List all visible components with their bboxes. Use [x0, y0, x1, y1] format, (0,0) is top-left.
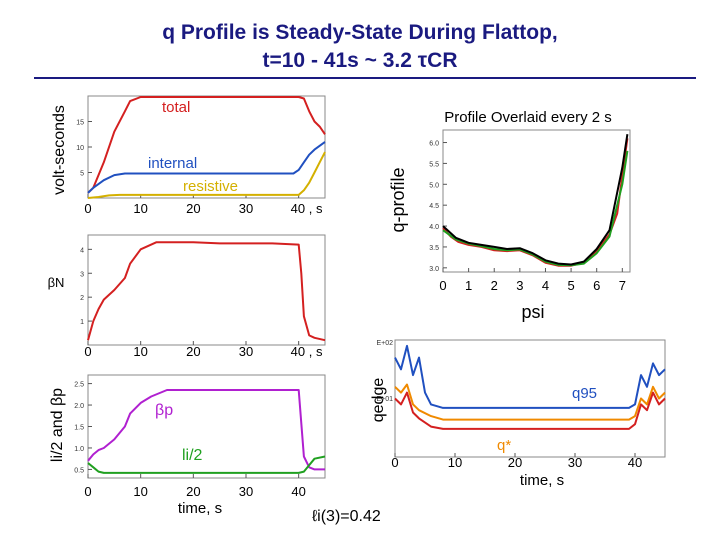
title-divider: [34, 77, 696, 79]
li_beta_p-xtick-label: 40: [291, 484, 305, 499]
beta_n-xtick-label: 40 , s: [291, 344, 323, 359]
chart-title-line-1: q Profile is Steady-State During Flattop…: [162, 21, 558, 44]
volt_seconds-xtick-label: 20: [186, 201, 200, 216]
volt_seconds-series-line: [87, 151, 326, 199]
li_beta_p-series-label: li/2: [182, 447, 203, 464]
q_profile-xtick-label: 3: [516, 278, 523, 293]
q_profile-xtick-label: 5: [567, 278, 574, 293]
volt_seconds-xtick-label: 10: [133, 201, 147, 216]
li-betap-axis-title: li/2 and βp: [49, 388, 66, 462]
volt_seconds-ytick-label: 15: [76, 120, 84, 127]
li_beta_p-ytick-label: 2.0: [74, 403, 84, 410]
volt_seconds-series-line: [87, 141, 326, 194]
beta_n-plot-frame: [87, 234, 326, 346]
li_beta_p-xtick-label: 10: [133, 484, 147, 499]
qedge-xtick-label: 30: [568, 455, 582, 470]
volt_seconds-series-line: [87, 96, 326, 194]
qedge-xtick-label: 40: [628, 455, 642, 470]
beta_n-xtick-label: 30: [239, 344, 253, 359]
li_beta_p-xtick-label: 0: [84, 484, 91, 499]
volt_seconds-ytick-label: 5: [80, 171, 84, 178]
psi-axis-title: psi: [521, 302, 544, 322]
beta_n-xtick-label: 0: [84, 344, 91, 359]
q_profile-plot-frame: [442, 129, 631, 273]
q_profile-series-line: [442, 150, 629, 267]
li_beta_p-series-line: [87, 455, 326, 474]
beta_n-xtick-label: 20: [186, 344, 200, 359]
time-axis-title-left: time, s: [178, 500, 222, 517]
qedge-series-line: [394, 383, 666, 421]
li_beta_p-xtick-label: 20: [186, 484, 200, 499]
volt_seconds-xtick-label: 40 , s: [291, 201, 323, 216]
q_profile-ytick-label: 5.0: [429, 182, 439, 189]
q_profile-ytick-label: 3.5: [429, 245, 439, 252]
beta_n-ytick-label: 1: [80, 319, 84, 326]
q-profile-plot-title: Profile Overlaid every 2 s: [444, 109, 612, 126]
q_profile-xtick-label: 4: [542, 278, 549, 293]
q_profile-ytick-label: 5.5: [429, 161, 439, 168]
q_profile-ytick-label: 6.0: [429, 141, 439, 148]
qedge-ytick-mid: E+01: [376, 396, 393, 403]
qedge-plot-frame: [394, 339, 666, 458]
li_beta_p-ytick-label: 1.0: [74, 446, 84, 453]
qedge-xtick-label: 0: [391, 455, 398, 470]
q-profile-axis-title: q-profile: [388, 167, 408, 232]
qedge-axis-title: qedge: [370, 378, 387, 423]
q_profile-series-line: [442, 134, 629, 266]
volt_seconds-series-label: total: [162, 99, 190, 116]
volt_seconds-ytick-label: 10: [76, 145, 84, 152]
chart-title-line-2: t=10 - 41s ~ 3.2 τCR: [262, 49, 458, 72]
q_profile-xtick-label: 2: [491, 278, 498, 293]
qedge-series-label: q95: [572, 385, 597, 402]
li_beta_p-series-line: [87, 389, 325, 471]
volt_seconds-xtick-label: 0: [84, 201, 91, 216]
qedge-xtick-label: 10: [448, 455, 462, 470]
beta-n-axis-title: βN: [48, 275, 65, 290]
li_beta_p-ytick-label: 0.5: [74, 467, 84, 474]
q_profile-ytick-label: 3.0: [429, 266, 439, 273]
qedge-series-line: [394, 344, 666, 409]
qedge-xtick-label: 20: [508, 455, 522, 470]
time-axis-title-right: time, s: [520, 472, 564, 489]
q_profile-ytick-label: 4.5: [429, 203, 439, 210]
volt_seconds-series-label: internal: [148, 155, 197, 172]
q_profile-series-line: [442, 138, 629, 267]
qedge-ytick-top: E+02: [376, 340, 393, 347]
beta_n-ytick-label: 2: [80, 295, 84, 302]
li_beta_p-ytick-label: 2.5: [74, 382, 84, 389]
volt_seconds-series-label: resistive: [183, 178, 238, 195]
beta_n-ytick-label: 4: [80, 247, 84, 254]
beta_n-ytick-label: 3: [80, 271, 84, 278]
q_profile-xtick-label: 1: [465, 278, 472, 293]
volt_seconds-xtick-label: 30: [239, 201, 253, 216]
annotation-li3: ℓi(3)=0.42: [312, 508, 381, 525]
beta_n-series-line: [87, 241, 326, 342]
q_profile-xtick-label: 0: [439, 278, 446, 293]
li_beta_p-ytick-label: 1.5: [74, 425, 84, 432]
qedge-series-line: [394, 391, 666, 430]
qedge-series-label: q*: [497, 437, 511, 454]
volt-seconds-axis-title: volt-seconds: [51, 105, 68, 195]
q_profile-xtick-label: 7: [619, 278, 626, 293]
li_beta_p-xtick-label: 30: [239, 484, 253, 499]
q_profile-ytick-label: 4.0: [429, 224, 439, 231]
beta_n-xtick-label: 10: [133, 344, 147, 359]
q_profile-xtick-label: 6: [593, 278, 600, 293]
li_beta_p-series-label: βp: [155, 402, 173, 419]
